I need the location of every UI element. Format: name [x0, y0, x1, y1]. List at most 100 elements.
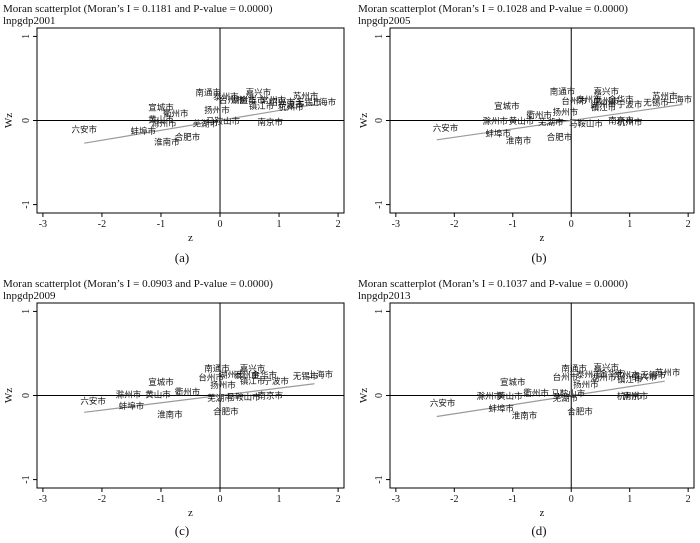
point-label: 扬州市	[204, 105, 230, 115]
x-tick-label: 1	[277, 494, 282, 505]
x-axis-label: z	[188, 507, 193, 519]
y-axis-label: Wz	[3, 113, 15, 128]
chart-panel-a: Moran scatterplot (Moran’s I = 0.1181 an…	[0, 0, 350, 245]
chart-subtitle: lnpgdp2005	[358, 15, 411, 27]
x-tick-label: 0	[569, 494, 574, 505]
point-label: 滁州市	[482, 116, 508, 126]
y-tick-label: -1	[374, 200, 385, 208]
point-label: 湖州市	[591, 373, 617, 383]
point-label: 滁州市	[116, 389, 142, 399]
point-label: 嘉兴市	[594, 87, 620, 97]
x-tick-label: 2	[686, 219, 691, 230]
point-label: 无锡市	[293, 371, 319, 381]
point-label: 黄山市	[509, 116, 535, 126]
point-label: 蚌埠市	[119, 401, 145, 411]
point-label: 嘉兴市	[594, 363, 620, 373]
y-tick-label: -1	[374, 475, 385, 483]
chart-panel-c: Moran scatterplot (Moran’s I = 0.0903 an…	[0, 275, 350, 520]
point-label: 泰州市	[576, 369, 602, 379]
point-label: 六安市	[71, 125, 97, 135]
x-tick-label: 0	[569, 219, 574, 230]
point-label: 镇江市	[591, 103, 617, 113]
point-label: 衢州市	[175, 387, 201, 397]
point-label: 南通市	[204, 363, 230, 373]
point-label: 无锡市	[640, 370, 666, 380]
point-label: 黄山市	[497, 391, 523, 401]
chart-subtitle: lnpgdp2009	[3, 290, 56, 302]
caption-b: (b)	[531, 250, 547, 265]
point-label: 淮南市	[506, 135, 532, 145]
point-label: 台州市	[561, 96, 587, 106]
point-label: 合肥市	[213, 406, 239, 416]
x-tick-label: -2	[98, 494, 106, 505]
point-label: 南京市	[257, 390, 283, 400]
moran-scatterplot-a: Moran scatterplot (Moran’s I = 0.1181 an…	[3, 3, 345, 244]
y-tick-label: 0	[21, 393, 32, 398]
chart-title: Moran scatterplot (Moran’s I = 0.0903 an…	[3, 278, 273, 290]
fit-line	[84, 383, 315, 413]
point-label: 宁波市	[263, 376, 289, 386]
point-label: 泰州市	[213, 92, 239, 102]
point-label: 绍兴市	[632, 372, 658, 382]
point-label: 苏州市	[655, 368, 681, 378]
point-label: 滁州市	[151, 119, 177, 129]
chart-subtitle: lnpgdp2001	[3, 15, 56, 27]
y-tick-label: 0	[21, 118, 32, 123]
point-label: 淮南市	[512, 410, 538, 420]
point-label: 蚌埠市	[488, 404, 514, 414]
point-label: 六安市	[80, 396, 106, 406]
point-label: 宁波市	[617, 99, 643, 109]
point-label: 常州市	[594, 96, 620, 106]
x-tick-label: 1	[627, 219, 632, 230]
point-label: 马鞍山市	[227, 392, 262, 402]
point-label: 六安市	[433, 123, 459, 133]
point-label: 蚌埠市	[131, 126, 157, 136]
point-label: 金华市	[240, 95, 266, 105]
chart-subtitle: lnpgdp2013	[358, 290, 411, 302]
point-label: 淮南市	[157, 410, 183, 420]
point-label: 上海市	[311, 97, 337, 107]
point-label: 合肥市	[547, 132, 573, 142]
point-label: 南京市	[608, 115, 634, 125]
point-label: 台州市	[553, 372, 579, 382]
point-label: 六安市	[430, 398, 456, 408]
point-label: 合肥市	[567, 406, 593, 416]
chart-panel-b: Moran scatterplot (Moran’s I = 0.1028 an…	[355, 0, 700, 245]
point-label: 衢州市	[163, 109, 189, 119]
point-label: 苏州市	[652, 91, 678, 101]
point-label: 南京市	[623, 391, 649, 401]
point-label: 合肥市	[175, 132, 201, 142]
y-axis-label: Wz	[358, 388, 370, 403]
point-label: 宣城市	[148, 377, 174, 387]
point-label: 湖州市	[231, 95, 257, 105]
point-label: 杭州市	[617, 391, 643, 401]
x-tick-label: -2	[450, 219, 458, 230]
point-label: 常州市	[260, 95, 286, 105]
point-label: 马鞍山市	[551, 389, 586, 399]
caption-c: (c)	[174, 523, 190, 538]
point-label: 台州市	[198, 373, 224, 383]
point-label: 金华市	[252, 370, 278, 380]
x-tick-label: 1	[627, 494, 632, 505]
point-label: 湖州市	[219, 369, 245, 379]
y-tick-label: 0	[374, 118, 385, 123]
x-tick-label: -3	[392, 219, 400, 230]
x-tick-label: -1	[157, 494, 165, 505]
point-label: 芜湖市	[207, 393, 233, 403]
point-label: 衢州市	[523, 388, 549, 398]
caption-d: (d)	[531, 523, 547, 538]
x-tick-label: 0	[218, 494, 223, 505]
point-label: 金华市	[599, 368, 625, 378]
point-label: 嘉兴市	[246, 88, 272, 98]
x-tick-label: -1	[509, 219, 517, 230]
point-label: 泰州市	[234, 370, 260, 380]
chart-title: Moran scatterplot (Moran’s I = 0.1028 an…	[358, 3, 628, 15]
point-label: 南通市	[195, 88, 221, 98]
moran-scatterplot-b: Moran scatterplot (Moran’s I = 0.1028 an…	[358, 3, 695, 244]
point-label: 淮南市	[154, 137, 180, 147]
x-tick-label: -3	[39, 219, 47, 230]
y-axis-label: Wz	[358, 113, 370, 128]
chart-title: Moran scatterplot (Moran’s I = 0.1181 an…	[3, 3, 273, 15]
point-label: 绍兴市	[269, 97, 295, 107]
moran-scatterplot-d: Moran scatterplot (Moran’s I = 0.1037 an…	[358, 278, 695, 519]
